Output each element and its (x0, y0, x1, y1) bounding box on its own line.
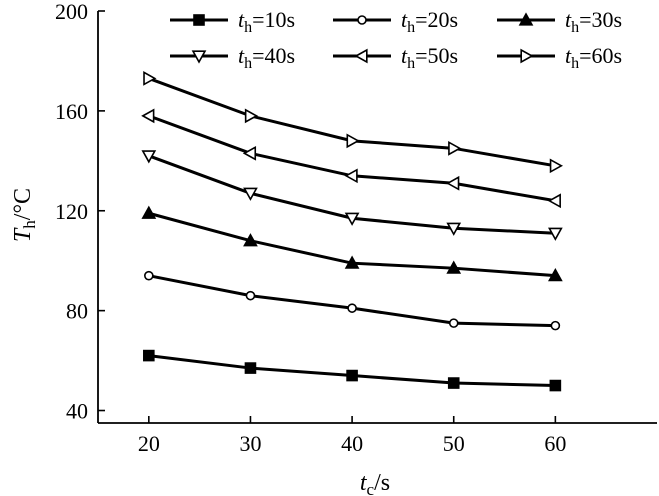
legend-item: th=40s (170, 43, 295, 72)
data-point (346, 369, 358, 382)
data-point (191, 50, 207, 64)
chart-ticks: 40 80 120 160 200 20 30 40 50 60 (55, 0, 566, 456)
y-tick-label: 200 (55, 0, 88, 24)
series-3 (141, 205, 563, 282)
chart-series (141, 71, 564, 392)
series-4 (141, 150, 563, 241)
data-point (446, 260, 462, 274)
series-line (148, 114, 556, 203)
legend-item: th=50s (333, 43, 458, 72)
series-1 (143, 349, 562, 392)
data-point (549, 158, 564, 174)
data-point (243, 187, 258, 201)
legend-item: th=10s (170, 7, 295, 36)
data-point (344, 212, 360, 226)
legend-label: th=60s (565, 43, 622, 72)
x-tick-label: 20 (138, 431, 160, 456)
x-axis-label: tc/s (360, 470, 390, 496)
series-6 (143, 71, 564, 174)
data-point (144, 270, 154, 281)
series-line (148, 77, 556, 168)
legend-label: th=50s (401, 43, 458, 72)
data-point (141, 150, 157, 164)
data-point (357, 15, 367, 25)
data-point (141, 205, 157, 219)
y-tick-label: 80 (66, 299, 88, 324)
data-point (244, 362, 257, 374)
data-point (448, 318, 459, 328)
y-tick-label: 120 (55, 199, 88, 224)
data-point (549, 379, 562, 392)
chart-axis-labels: tc/s Th/°C (10, 188, 390, 496)
data-point (347, 303, 357, 313)
data-point (143, 349, 155, 362)
data-point (245, 290, 256, 301)
data-point (520, 48, 534, 64)
data-point (550, 320, 561, 331)
data-point (448, 140, 462, 156)
legend-label: th=40s (238, 43, 295, 72)
legend-label: th=10s (238, 7, 295, 36)
data-point (547, 193, 561, 209)
chart-legend: th=10s th=20s th=30s th=40s th=50s th=60s (170, 7, 622, 72)
data-point (518, 12, 534, 26)
data-point (548, 227, 563, 241)
legend-item: th=30s (497, 7, 622, 36)
data-point (446, 175, 460, 191)
data-point (141, 108, 155, 124)
data-point (548, 268, 563, 282)
data-point (193, 14, 205, 26)
data-point (346, 133, 360, 149)
series-5 (141, 108, 561, 209)
legend-label: th=20s (401, 7, 458, 36)
y-axis-label: Th/°C (10, 188, 39, 242)
legend-item: th=20s (333, 7, 458, 36)
x-tick-label: 30 (239, 431, 261, 456)
chart-axes (97, 11, 657, 424)
series-line (148, 274, 556, 328)
y-tick-label: 40 (66, 399, 88, 424)
x-tick-label: 50 (443, 431, 465, 456)
x-tick-label: 40 (341, 431, 363, 456)
data-point (344, 255, 360, 269)
y-tick-label: 160 (55, 99, 88, 124)
data-point (244, 108, 259, 124)
data-point (143, 71, 157, 86)
data-point (344, 168, 358, 184)
series-2 (144, 270, 561, 331)
data-point (447, 377, 460, 389)
data-point (242, 145, 257, 161)
x-tick-label: 60 (544, 431, 566, 456)
data-point (243, 233, 258, 247)
legend-item: th=60s (497, 43, 622, 72)
data-point (354, 48, 368, 64)
data-point (446, 222, 462, 236)
legend-label: th=30s (565, 7, 622, 36)
